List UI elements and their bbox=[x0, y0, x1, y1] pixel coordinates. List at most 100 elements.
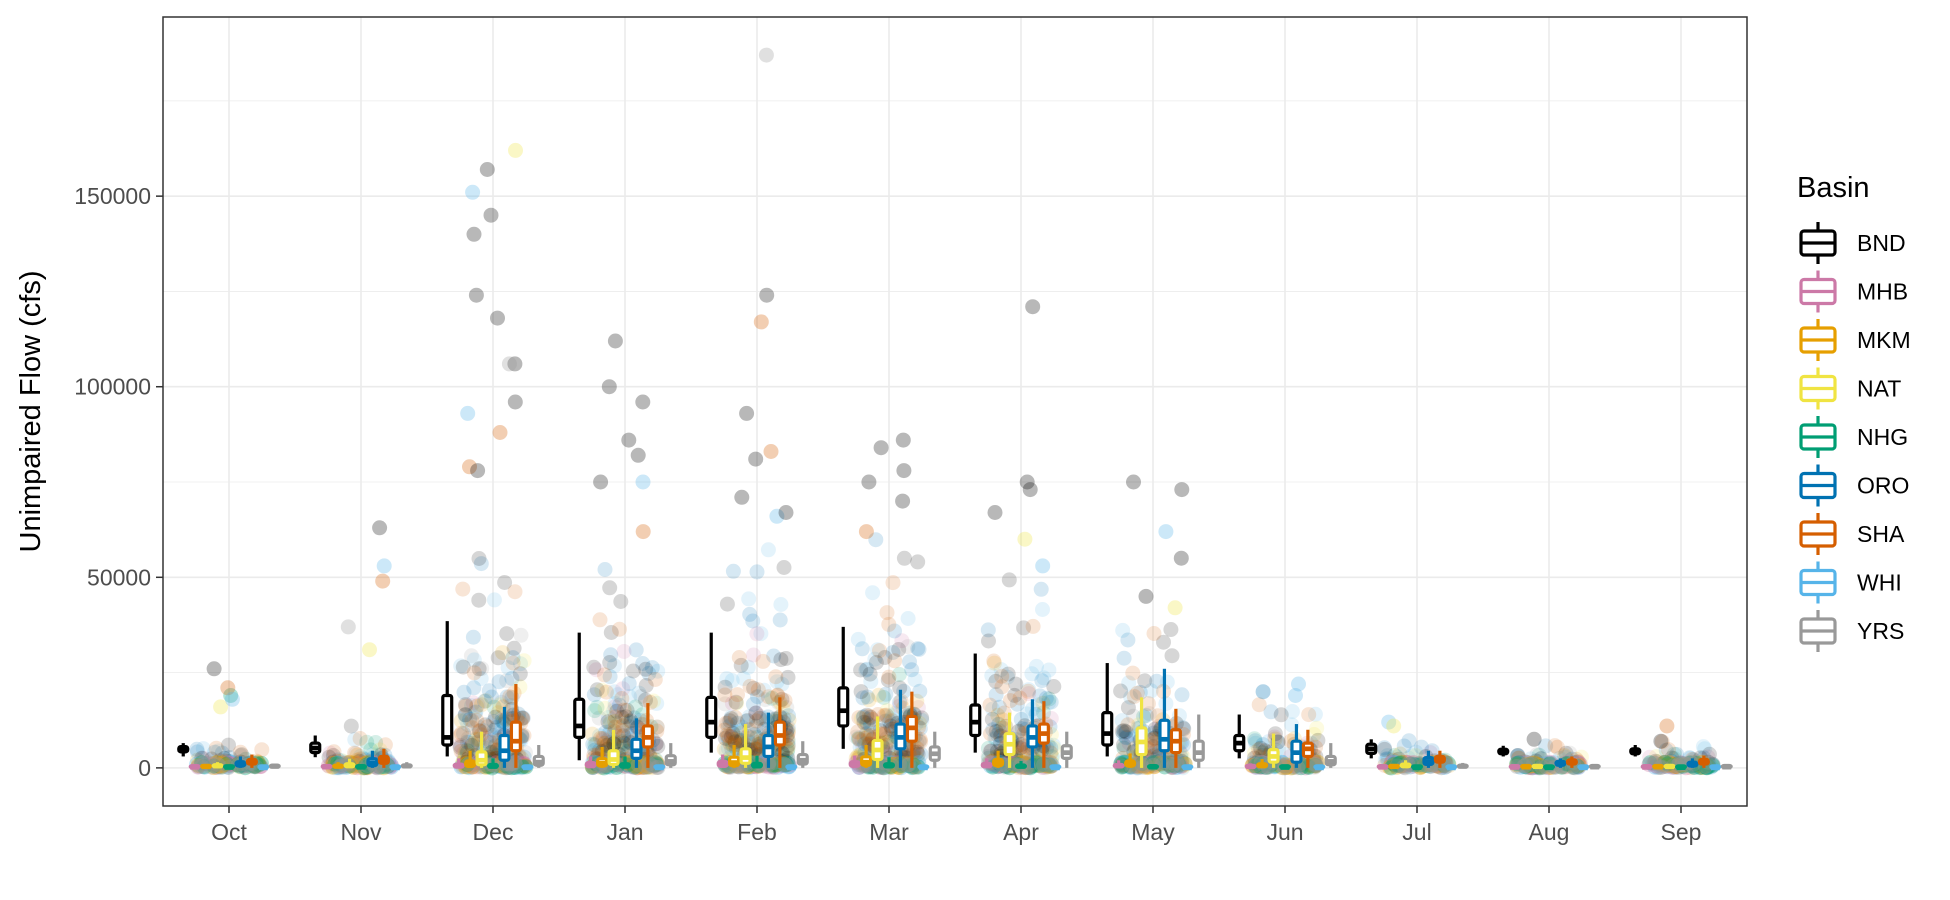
jitter-point-sha bbox=[876, 708, 892, 724]
box-bnd-mar bbox=[837, 626, 850, 749]
jitter-point-bnd bbox=[717, 679, 733, 695]
jitter-point-oro bbox=[1658, 742, 1674, 758]
jitter-point-yrs bbox=[493, 694, 509, 710]
jitter-point-mkm bbox=[474, 697, 489, 713]
jitter-point-nhg bbox=[589, 699, 605, 715]
box-mkm-nov bbox=[332, 762, 345, 769]
jitter-point-yrs bbox=[498, 760, 514, 776]
jitter-point-whi bbox=[1035, 602, 1050, 617]
jitter-point-sha bbox=[453, 743, 469, 759]
jitter-point-oro bbox=[1033, 581, 1049, 597]
jitter-point-mkm bbox=[490, 705, 506, 721]
jitter-point-mkm bbox=[647, 752, 663, 768]
jitter-point-oro bbox=[725, 563, 741, 579]
jitter-point-yrs bbox=[1166, 756, 1182, 772]
jitter-point-whi bbox=[769, 674, 785, 690]
outlier-point-bnd bbox=[895, 432, 911, 448]
jitter-point-mhb bbox=[615, 681, 631, 697]
jitter-point-mkm bbox=[861, 692, 877, 708]
jitter-point-sha bbox=[466, 665, 482, 681]
jitter-point-bnd bbox=[1012, 740, 1028, 756]
jitter-point-bnd bbox=[910, 746, 926, 762]
jitter-point-sha bbox=[1251, 697, 1267, 713]
box-body bbox=[1101, 711, 1114, 747]
jitter-point-whi bbox=[622, 689, 637, 704]
outlier-point-nhg bbox=[223, 688, 239, 703]
jitter-point-bnd bbox=[343, 718, 359, 734]
jitter-point-oro bbox=[766, 648, 782, 664]
jitter-point-bnd bbox=[1253, 740, 1269, 756]
outlier-point-sha bbox=[858, 524, 874, 540]
box-oro-sep bbox=[1686, 758, 1699, 768]
jitter-point-oro bbox=[207, 744, 223, 760]
jitter-point-sha bbox=[1125, 665, 1141, 681]
jitter-point-sha bbox=[254, 742, 270, 758]
jitter-point-nhg bbox=[1666, 751, 1682, 766]
outlier-point-bnd bbox=[1019, 474, 1035, 490]
jitter-point-whi bbox=[1029, 658, 1044, 674]
outlier-point-bnd bbox=[635, 394, 651, 410]
box-sha-mar bbox=[905, 691, 918, 768]
jitter-point-whi bbox=[999, 669, 1015, 685]
jitter-point-oro bbox=[887, 623, 902, 639]
box-oro-may bbox=[1158, 668, 1171, 768]
jitter-point-bnd bbox=[512, 666, 528, 682]
jitter-point-nat bbox=[594, 682, 610, 698]
jitter-point-oro bbox=[603, 647, 619, 663]
jitter-point-whi bbox=[885, 708, 901, 724]
box-whi-jul bbox=[1445, 764, 1458, 771]
jitter-point-oro bbox=[586, 687, 602, 703]
box-mhb-jul bbox=[1376, 763, 1389, 770]
box-oro-jul bbox=[1422, 750, 1435, 768]
jitter-point-sha bbox=[750, 682, 766, 698]
box-sha-aug bbox=[1565, 756, 1578, 768]
jitter-point-nat bbox=[1309, 720, 1325, 736]
outlier-point-whi bbox=[1381, 714, 1397, 730]
outlier-point-whi bbox=[1288, 688, 1303, 703]
legend-label: NHG bbox=[1857, 424, 1908, 450]
jitter-point-whi bbox=[863, 673, 879, 689]
jitter-point-whi bbox=[773, 597, 789, 612]
jitter-point-oro bbox=[748, 718, 764, 734]
jitter-point-yrs bbox=[1529, 747, 1545, 763]
outlier-point-bnd bbox=[372, 520, 388, 536]
jitter-point-oro bbox=[491, 674, 507, 690]
jitter-point-bnd bbox=[1046, 679, 1062, 694]
jitter-point-nhg bbox=[729, 730, 745, 746]
jitter-point-yrs bbox=[591, 710, 607, 726]
jitter-point-whi bbox=[720, 719, 736, 735]
jitter-point-sha bbox=[483, 734, 499, 750]
box-mkm-mar bbox=[860, 745, 873, 768]
jitter-point-nhg bbox=[1044, 749, 1060, 765]
jitter-point-whi bbox=[738, 713, 754, 729]
jitter-point-sha bbox=[751, 710, 767, 726]
box-nat-mar bbox=[871, 716, 884, 768]
jitter-point-oro bbox=[1013, 711, 1029, 727]
jitter-point-nat bbox=[728, 732, 743, 748]
outlier-point-whi bbox=[224, 691, 240, 707]
jitter-point-oro bbox=[1166, 753, 1182, 769]
jitter-point-sha bbox=[881, 669, 897, 685]
jitter-point-whi bbox=[466, 652, 482, 668]
jitter-point-oro bbox=[621, 676, 637, 692]
outlier-point-whi bbox=[635, 474, 651, 490]
jitter-point-mkm bbox=[607, 713, 623, 729]
legend-label: MHB bbox=[1857, 279, 1908, 305]
outlier-point-bnd bbox=[778, 505, 794, 520]
box-mkm-apr bbox=[992, 750, 1005, 768]
jitter-point-whi bbox=[741, 591, 757, 607]
jitter-point-nhg bbox=[628, 699, 643, 715]
jitter-point-oro bbox=[991, 699, 1007, 715]
x-tick-label: Feb bbox=[737, 819, 777, 845]
jitter-point-oro bbox=[222, 750, 238, 766]
jitter-point-whi bbox=[882, 714, 898, 730]
jitter-point-oro bbox=[858, 726, 874, 742]
jitter-point-bnd bbox=[746, 680, 762, 696]
box-nat-aug bbox=[1531, 763, 1544, 770]
box-mkm-jun bbox=[1256, 759, 1269, 769]
box-sha-jan bbox=[641, 703, 654, 768]
jitter-point-bnd bbox=[1016, 620, 1032, 636]
box-nhg-jul bbox=[1410, 764, 1424, 771]
jitter-point-oro bbox=[878, 686, 894, 702]
jitter-point-mhb bbox=[498, 758, 514, 774]
